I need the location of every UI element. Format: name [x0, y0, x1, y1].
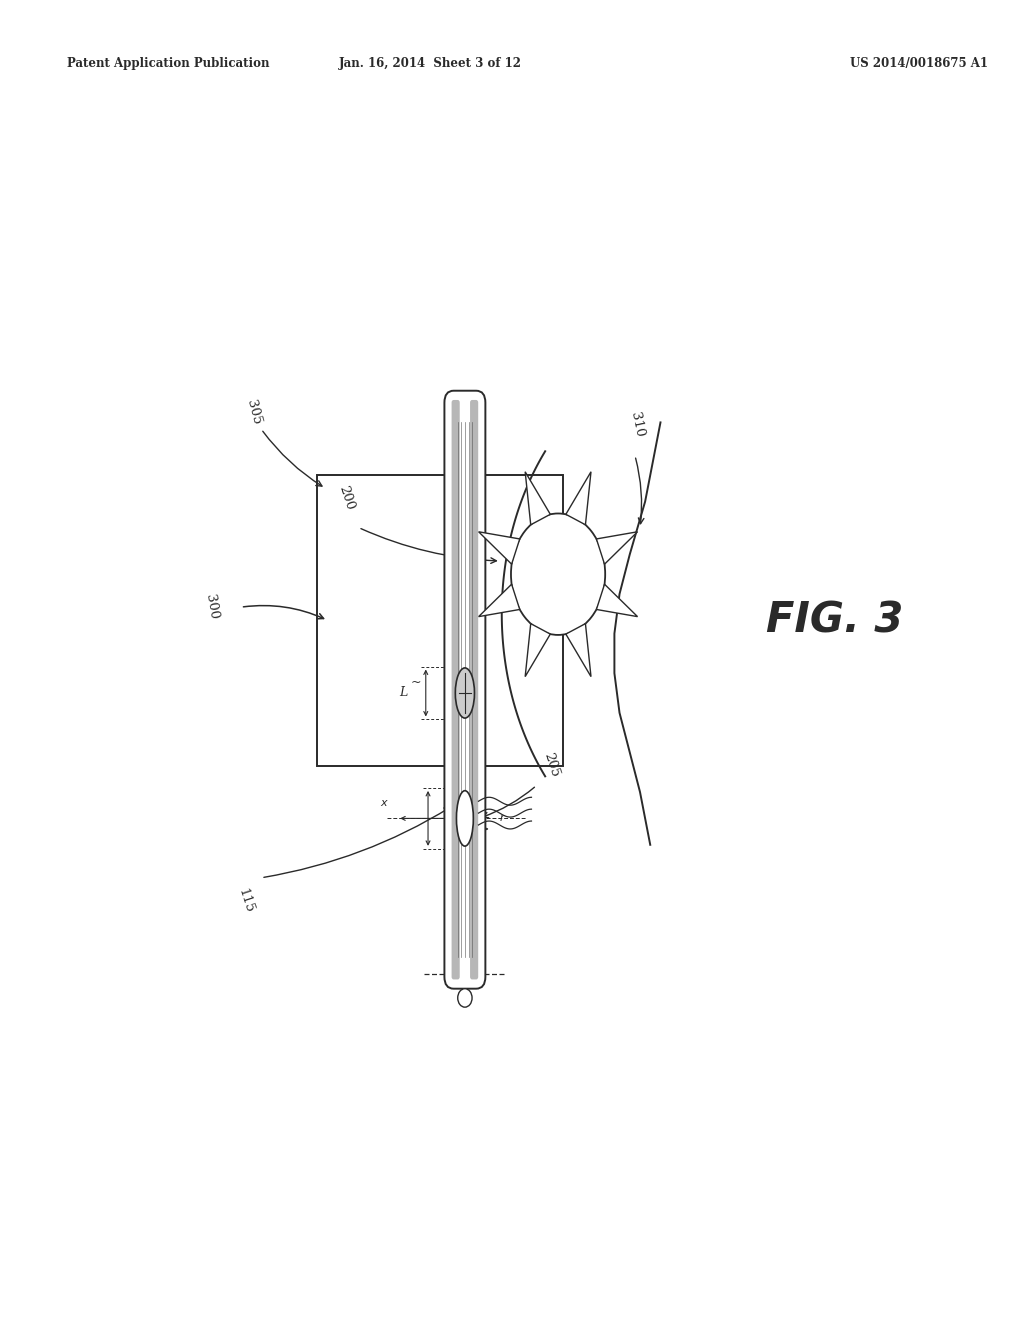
Text: 300: 300 [203, 594, 220, 620]
Text: Jan. 16, 2014  Sheet 3 of 12: Jan. 16, 2014 Sheet 3 of 12 [339, 57, 521, 70]
Polygon shape [596, 585, 638, 616]
Text: 200: 200 [336, 483, 356, 512]
Text: x: x [381, 797, 387, 808]
Bar [317, 475, 563, 766]
Text: 115: 115 [236, 887, 256, 915]
Text: US 2014/0018675 A1: US 2014/0018675 A1 [850, 57, 988, 70]
Text: r: r [500, 813, 505, 824]
Polygon shape [525, 623, 550, 677]
Text: L: L [399, 686, 408, 700]
Polygon shape [566, 471, 591, 525]
FancyBboxPatch shape [444, 391, 485, 989]
FancyBboxPatch shape [470, 400, 478, 979]
Text: 310: 310 [628, 411, 646, 438]
Polygon shape [596, 532, 638, 564]
Text: 305: 305 [245, 397, 263, 426]
Polygon shape [566, 623, 591, 677]
Polygon shape [478, 585, 520, 616]
Text: ~: ~ [411, 676, 421, 689]
Circle shape [458, 989, 472, 1007]
Text: FIG. 3: FIG. 3 [766, 599, 903, 642]
Ellipse shape [457, 791, 473, 846]
FancyBboxPatch shape [452, 400, 460, 979]
Circle shape [511, 513, 605, 635]
Ellipse shape [456, 668, 474, 718]
Text: Patent Application Publication: Patent Application Publication [67, 57, 269, 70]
Text: 205: 205 [542, 751, 562, 779]
Polygon shape [478, 532, 520, 564]
Polygon shape [525, 471, 550, 525]
